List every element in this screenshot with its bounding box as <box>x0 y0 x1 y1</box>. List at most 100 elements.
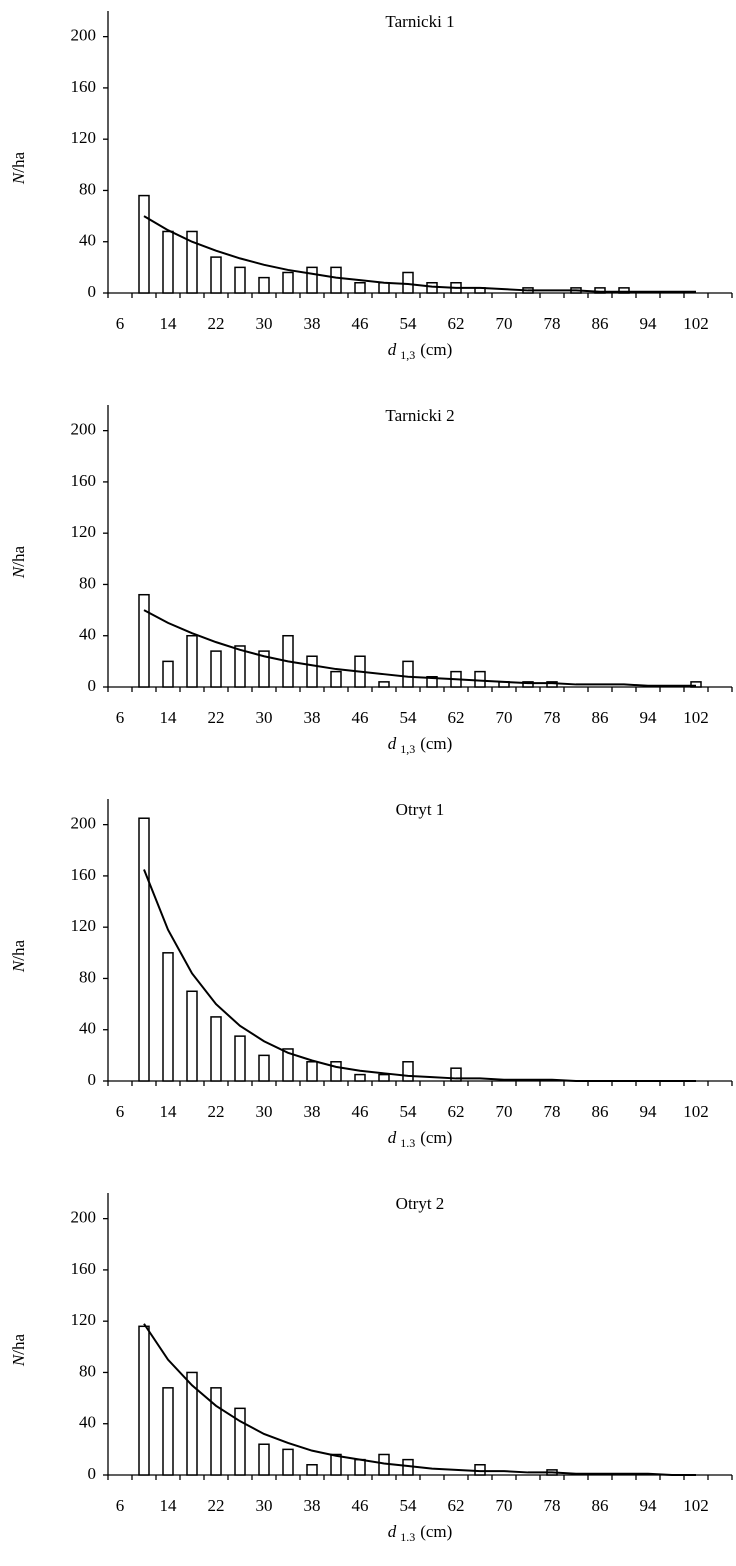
bar <box>450 1067 462 1082</box>
bar <box>138 1325 150 1476</box>
y-tick-label: 160 <box>71 471 97 490</box>
bar <box>138 194 150 294</box>
x-tick-label: 70 <box>496 1102 513 1121</box>
x-tick-label: 102 <box>683 314 709 333</box>
x-tick-label: 78 <box>544 1102 561 1121</box>
bar <box>618 287 630 294</box>
x-tick-label: 78 <box>544 314 561 333</box>
y-tick-label: 40 <box>79 1413 96 1432</box>
x-tick-label: 30 <box>256 314 273 333</box>
y-tick-label: 40 <box>79 231 96 250</box>
y-tick-label: 200 <box>71 420 97 439</box>
y-axis-label: N/ha <box>9 545 28 579</box>
y-tick-label: 80 <box>79 967 96 986</box>
bar <box>402 660 414 688</box>
panel: 0 40 80 120 160 200 6 14 22 30 38 46 54 62 70 78 86 94 102… <box>9 1193 733 1544</box>
bar <box>162 230 174 294</box>
bar <box>378 1073 390 1082</box>
x-tick-label: 46 <box>352 314 369 333</box>
x-tick-label: 54 <box>400 1496 418 1515</box>
y-tick-label: 80 <box>79 573 96 592</box>
bar <box>522 681 534 688</box>
x-label-unit: (cm) <box>420 734 452 753</box>
x-label-unit: (cm) <box>420 1522 452 1541</box>
y-tick-label: 120 <box>71 522 97 541</box>
x-tick-label: 46 <box>352 1496 369 1515</box>
x-axis-label: d 1,3 (cm) <box>388 340 453 362</box>
x-tick-label: 86 <box>592 1496 609 1515</box>
bar <box>258 276 270 294</box>
x-tick-label: 22 <box>208 1496 225 1515</box>
x-label-symbol: d <box>388 734 397 753</box>
x-tick-label: 102 <box>683 1496 709 1515</box>
x-tick-label: 30 <box>256 1496 273 1515</box>
panel-title: Tarnicki 2 <box>385 406 454 425</box>
bar <box>186 230 198 294</box>
x-tick-label: 62 <box>448 1102 465 1121</box>
x-tick-label: 6 <box>116 708 125 727</box>
fit-curve <box>143 1323 696 1476</box>
bar <box>306 655 318 688</box>
bar <box>234 1035 246 1082</box>
bar <box>258 650 270 688</box>
bar <box>162 952 174 1082</box>
y-label-unit: /ha <box>9 545 28 566</box>
bar <box>258 1443 270 1476</box>
bar <box>282 1048 294 1082</box>
bar <box>330 1061 342 1082</box>
bar <box>282 271 294 294</box>
x-tick-label: 86 <box>592 1102 609 1121</box>
x-label-subscript: 1.3 <box>400 1136 415 1150</box>
y-tick-label: 160 <box>71 77 97 96</box>
x-tick-label: 46 <box>352 1102 369 1121</box>
x-tick-label: 62 <box>448 1496 465 1515</box>
y-axis-label: N/ha <box>9 939 28 973</box>
bar <box>354 1073 366 1082</box>
y-label-symbol: N <box>9 565 28 579</box>
y-tick-label: 120 <box>71 1310 97 1329</box>
x-label-subscript: 1.3 <box>400 1530 415 1544</box>
y-label-unit: /ha <box>9 1333 28 1354</box>
x-tick-label: 86 <box>592 708 609 727</box>
y-tick-label: 200 <box>71 814 97 833</box>
x-tick-label: 6 <box>116 1496 125 1515</box>
x-label-unit: (cm) <box>420 340 452 359</box>
y-tick-label: 80 <box>79 179 96 198</box>
x-tick-label: 6 <box>116 314 125 333</box>
y-tick-label: 40 <box>79 625 96 644</box>
x-tick-label: 78 <box>544 708 561 727</box>
x-tick-label: 22 <box>208 1102 225 1121</box>
x-tick-label: 62 <box>448 708 465 727</box>
y-axis-label: N/ha <box>9 151 28 185</box>
bar <box>330 266 342 294</box>
y-tick-label: 120 <box>71 916 97 935</box>
bar <box>138 817 150 1082</box>
panel-title: Otryt 2 <box>396 1194 445 1213</box>
bar <box>306 1061 318 1082</box>
y-tick-label: 40 <box>79 1019 96 1038</box>
x-tick-label: 94 <box>640 314 658 333</box>
bar <box>234 266 246 294</box>
bar <box>210 256 222 294</box>
x-label-subscript: 1,3 <box>400 348 415 362</box>
bar <box>258 1054 270 1082</box>
y-label-symbol: N <box>9 959 28 973</box>
x-axis-label: d 1.3 (cm) <box>388 1128 453 1150</box>
x-tick-label: 102 <box>683 1102 709 1121</box>
bar <box>378 681 390 688</box>
x-tick-label: 54 <box>400 1102 418 1121</box>
bar <box>378 281 390 294</box>
bar <box>546 681 558 688</box>
bar <box>354 1458 366 1476</box>
y-tick-label: 0 <box>88 1464 97 1483</box>
x-tick-label: 30 <box>256 708 273 727</box>
bar <box>186 1371 198 1476</box>
x-tick-label: 46 <box>352 708 369 727</box>
bar <box>354 281 366 294</box>
x-tick-label: 62 <box>448 314 465 333</box>
y-label-symbol: N <box>9 171 28 185</box>
y-tick-label: 0 <box>88 676 97 695</box>
y-label-unit: /ha <box>9 939 28 960</box>
bar <box>402 1061 414 1082</box>
bar <box>306 266 318 294</box>
